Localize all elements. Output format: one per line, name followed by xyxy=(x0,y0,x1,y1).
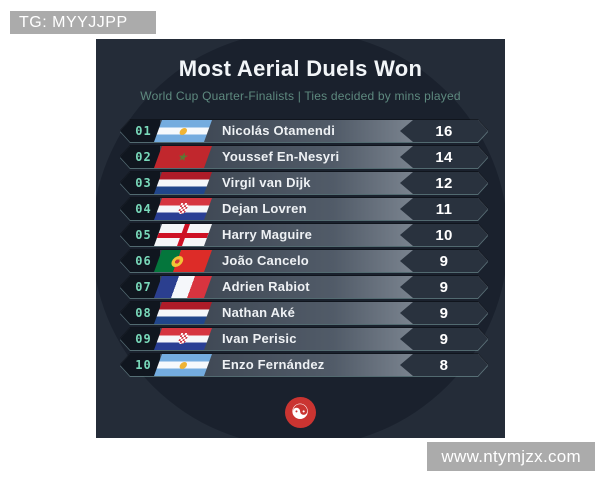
player-name: Nicolás Otamendi xyxy=(222,123,336,138)
value-badge: 9 xyxy=(400,250,488,272)
ranking-list: 01 Nicolás Otamendi 16 02 Youssef En-Nes… xyxy=(120,120,488,380)
table-row-shape: 04 Dejan Lovren 11 xyxy=(120,198,488,220)
player-name: Virgil van Dijk xyxy=(222,175,311,190)
rank-label: 06 xyxy=(120,250,160,272)
portugal-flag-icon xyxy=(153,250,213,272)
rank-label: 09 xyxy=(120,328,160,350)
page-subtitle: World Cup Quarter-Finalists | Ties decid… xyxy=(140,89,461,103)
table-row: 05 Harry Maguire 10 xyxy=(120,224,488,246)
rank-label: 10 xyxy=(120,354,160,376)
england-flag-icon xyxy=(153,224,213,246)
publisher-logo: ☯ xyxy=(284,397,316,428)
value-badge: 9 xyxy=(400,276,488,298)
rank-label: 07 xyxy=(120,276,160,298)
player-name: Nathan Aké xyxy=(222,305,296,320)
table-row-shape: 02 Youssef En-Nesyri 14 xyxy=(120,146,488,168)
table-row: 10 Enzo Fernández 8 xyxy=(120,354,488,376)
rank-label: 03 xyxy=(120,172,160,194)
value-badge: 10 xyxy=(400,224,488,246)
croatia-flag-icon xyxy=(153,328,213,350)
rank-label: 02 xyxy=(120,146,160,168)
table-row-shape: 01 Nicolás Otamendi 16 xyxy=(120,120,488,142)
netherlands-flag-icon xyxy=(153,302,213,324)
stats-card: Most Aerial Duels Won World Cup Quarter-… xyxy=(96,39,505,438)
table-row: 06 João Cancelo 9 xyxy=(120,250,488,272)
value-label: 14 xyxy=(435,148,453,166)
argentina-flag-icon xyxy=(153,120,213,142)
rank-label: 08 xyxy=(120,302,160,324)
value-label: 8 xyxy=(439,356,449,374)
watermark-top: TG: MYYJJPP xyxy=(10,11,156,34)
player-name: Ivan Perisic xyxy=(222,331,297,346)
value-badge: 9 xyxy=(400,302,488,324)
value-label: 12 xyxy=(435,174,453,192)
table-row-shape: 10 Enzo Fernández 8 xyxy=(120,354,488,376)
value-badge: 9 xyxy=(400,328,488,350)
table-row: 08 Nathan Aké 9 xyxy=(120,302,488,324)
rank-label: 05 xyxy=(120,224,160,246)
table-row-shape: 07 Adrien Rabiot 9 xyxy=(120,276,488,298)
value-label: 9 xyxy=(439,330,449,348)
croatia-flag-icon xyxy=(153,198,213,220)
player-name: João Cancelo xyxy=(222,253,309,268)
table-row: 09 Ivan Perisic 9 xyxy=(120,328,488,350)
table-row: 03 Virgil van Dijk 12 xyxy=(120,172,488,194)
value-label: 16 xyxy=(435,122,453,140)
player-name: Dejan Lovren xyxy=(222,201,307,216)
rank-label: 01 xyxy=(120,120,160,142)
france-flag-icon xyxy=(153,276,213,298)
table-row: 01 Nicolás Otamendi 16 xyxy=(120,120,488,142)
player-name: Enzo Fernández xyxy=(222,357,325,372)
table-row-shape: 03 Virgil van Dijk 12 xyxy=(120,172,488,194)
table-row: 07 Adrien Rabiot 9 xyxy=(120,276,488,298)
value-badge: 11 xyxy=(400,198,488,220)
value-badge: 8 xyxy=(400,354,488,376)
value-label: 11 xyxy=(435,200,453,218)
table-row: 04 Dejan Lovren 11 xyxy=(120,198,488,220)
page-title: Most Aerial Duels Won xyxy=(178,56,423,81)
player-name: Youssef En-Nesyri xyxy=(222,149,340,164)
value-label: 10 xyxy=(435,226,453,244)
value-label: 9 xyxy=(439,278,449,296)
table-row: 02 Youssef En-Nesyri 14 xyxy=(120,146,488,168)
watermark-bottom: www.ntymjzx.com xyxy=(427,442,595,471)
table-row-shape: 06 João Cancelo 9 xyxy=(120,250,488,272)
value-label: 9 xyxy=(439,252,449,270)
player-name: Adrien Rabiot xyxy=(222,279,310,294)
player-name: Harry Maguire xyxy=(222,227,313,242)
argentina-flag-icon xyxy=(153,354,213,376)
value-badge: 12 xyxy=(400,172,488,194)
value-label: 9 xyxy=(439,304,449,322)
table-row-shape: 08 Nathan Aké 9 xyxy=(120,302,488,324)
table-row-shape: 05 Harry Maguire 10 xyxy=(120,224,488,246)
morocco-flag-icon xyxy=(153,146,213,168)
table-row-shape: 09 Ivan Perisic 9 xyxy=(120,328,488,350)
rank-label: 04 xyxy=(120,198,160,220)
value-badge: 16 xyxy=(400,120,488,142)
value-badge: 14 xyxy=(400,146,488,168)
yin-yang-swirl-icon: ☯ xyxy=(290,400,310,424)
netherlands-flag-icon xyxy=(153,172,213,194)
